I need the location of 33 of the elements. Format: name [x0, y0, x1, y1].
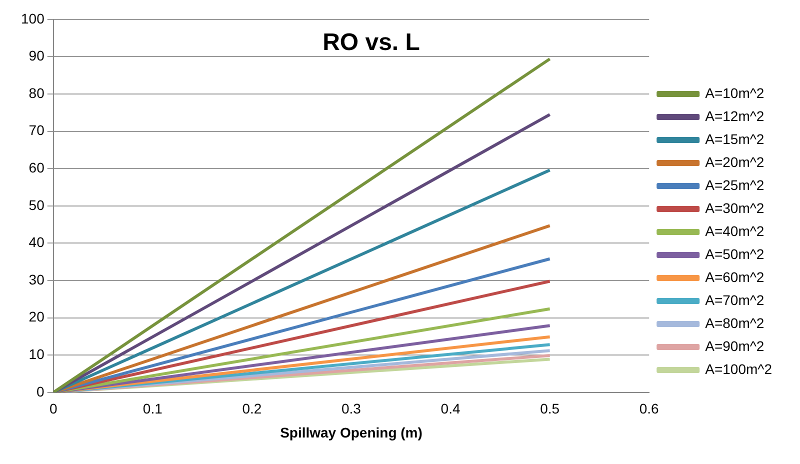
- x-tick-label: 0: [49, 400, 58, 417]
- y-tick-label: 90: [28, 48, 45, 64]
- legend-label: A=90m^2: [705, 338, 764, 354]
- x-axis-title: Spillway Opening (m): [280, 424, 422, 440]
- legend-label: A=70m^2: [705, 292, 764, 308]
- x-tick-label: 0.2: [242, 400, 262, 417]
- legend-label: A=25m^2: [705, 176, 764, 193]
- y-tick-label: 0: [36, 383, 45, 400]
- y-tick-label: 50: [28, 196, 45, 213]
- x-tick-label: 0.3: [342, 400, 362, 417]
- x-tick-label: 0.6: [639, 400, 660, 417]
- legend-label: A=60m^2: [705, 268, 764, 285]
- y-tick-label: 70: [28, 122, 45, 138]
- legend-label: A=12m^2: [705, 108, 764, 124]
- y-tick-label: 30: [28, 271, 45, 288]
- y-tick-label: 10: [28, 346, 45, 362]
- y-tick-label: 40: [28, 234, 45, 250]
- legend-label: A=10m^2: [705, 84, 764, 101]
- legend-label: A=50m^2: [705, 246, 764, 262]
- legend-label: A=80m^2: [705, 314, 764, 331]
- legend-label: A=40m^2: [705, 222, 764, 239]
- legend-label: A=100m^2: [705, 360, 772, 377]
- legend-label: A=20m^2: [705, 154, 764, 170]
- legend-label: A=30m^2: [705, 200, 764, 216]
- x-tick-label: 0.1: [142, 400, 163, 417]
- y-tick-label: 80: [28, 84, 45, 101]
- y-tick-label: 100: [21, 10, 45, 26]
- y-tick-label: 60: [28, 159, 45, 176]
- x-tick-label: 0.4: [440, 400, 460, 417]
- chart-title: RO vs. L: [322, 29, 420, 56]
- legend-label: A=15m^2: [705, 130, 764, 147]
- x-tick-label: 0.5: [540, 400, 560, 417]
- y-tick-label: 20: [28, 308, 45, 325]
